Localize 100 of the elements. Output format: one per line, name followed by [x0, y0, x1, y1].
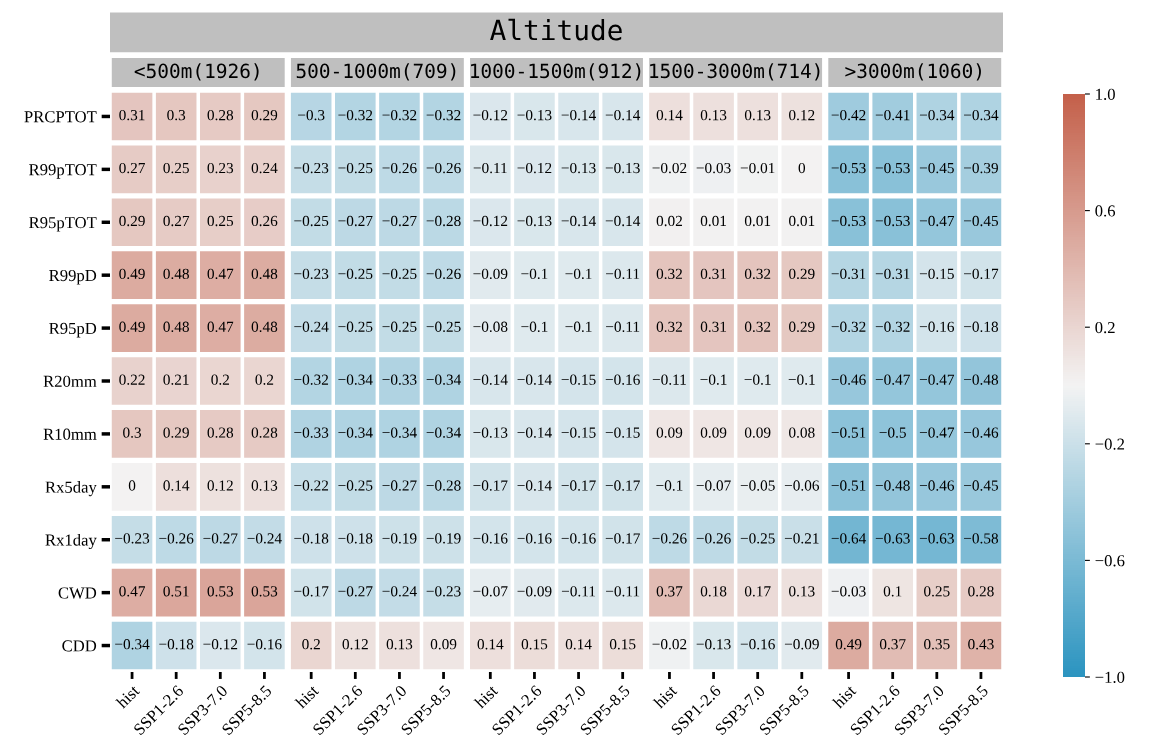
data-label: −0.14: [473, 374, 508, 385]
data-label: 0.12: [207, 480, 233, 491]
data-label: −0.16: [561, 533, 596, 544]
data-label: −0.31: [875, 268, 910, 280]
data-label: 0.47: [119, 586, 145, 597]
data-label: −0.12: [473, 109, 508, 121]
data-label: −0.25: [740, 533, 775, 544]
data-label: 0.14: [163, 480, 190, 491]
data-label: −0.25: [294, 215, 329, 227]
data-label: −0.1: [565, 268, 592, 280]
data-label: −0.26: [426, 162, 461, 174]
data-label: −0.25: [382, 321, 417, 332]
data-label: −0.31: [831, 268, 866, 280]
data-label: 0.13: [251, 480, 278, 491]
y-tick-label: R95pD: [49, 322, 97, 338]
data-label: 0.29: [119, 215, 145, 227]
data-label: 0.01: [789, 215, 815, 227]
data-label: 0.53: [207, 586, 234, 597]
data-label: 0.49: [835, 639, 862, 650]
data-label: −0.01: [740, 162, 775, 174]
data-label: 0.14: [656, 109, 683, 121]
data-label: 0.1: [883, 586, 902, 597]
data-label: 0.28: [968, 586, 994, 597]
data-label: −0.26: [426, 268, 461, 280]
data-label: −0.24: [294, 321, 329, 332]
y-tick-label: CDD: [62, 640, 97, 652]
data-label: −0.33: [382, 374, 417, 385]
data-label: 0.02: [656, 215, 682, 227]
data-label: 0.21: [163, 374, 189, 385]
data-label: −0.17: [605, 533, 640, 544]
data-label: 0.14: [565, 639, 592, 650]
data-label: −0.02: [652, 162, 687, 174]
data-label: −0.3: [298, 109, 325, 121]
data-label: 0.3: [123, 427, 142, 438]
data-label: −0.45: [919, 162, 954, 174]
data-label: −0.51: [831, 427, 866, 438]
data-label: −0.32: [338, 109, 373, 121]
data-label: −0.27: [338, 215, 373, 227]
data-label: −0.25: [382, 268, 417, 280]
data-label: 0.13: [744, 109, 771, 121]
data-label: −0.13: [473, 427, 508, 438]
data-label: −0.11: [606, 586, 640, 597]
data-label: 0.25: [924, 586, 950, 597]
data-label: −0.34: [338, 374, 373, 385]
data-label: −0.11: [561, 586, 596, 597]
data-label: −0.17: [964, 268, 999, 280]
data-label: −0.13: [517, 215, 552, 227]
data-label: −0.17: [561, 480, 596, 491]
data-label: 0.48: [251, 321, 278, 332]
data-label: −0.26: [382, 162, 417, 174]
data-label: −0.27: [338, 586, 373, 597]
data-label: 0.47: [207, 321, 234, 332]
data-label: −0.09: [784, 639, 819, 650]
y-tick-label: R99pD: [49, 269, 97, 285]
data-label: 0.29: [789, 321, 815, 332]
data-label: 0.48: [163, 321, 189, 332]
y-tick-label: Rx1day: [45, 533, 97, 550]
data-label: −0.17: [605, 480, 640, 491]
data-label: 0.2: [211, 374, 230, 385]
data-label: 0.13: [700, 109, 727, 121]
data-label: 0.28: [207, 427, 234, 438]
data-label: 0.09: [744, 427, 771, 438]
data-label: −0.19: [426, 533, 461, 544]
data-label: −0.41: [875, 109, 910, 121]
data-label: 0.37: [879, 639, 906, 650]
data-label: −0.09: [517, 586, 552, 597]
data-label: −0.13: [696, 639, 731, 650]
data-label: −0.23: [294, 268, 329, 280]
data-label: 0.43: [968, 639, 994, 650]
data-label: 0.12: [342, 639, 368, 650]
text: 500-1000m(709): [296, 63, 456, 81]
data-label: −0.14: [561, 109, 596, 121]
data-label: 0.13: [386, 639, 413, 650]
data-label: −0.45: [964, 480, 999, 491]
text: 1500-3000m(714): [650, 63, 820, 81]
data-label: 0.23: [207, 162, 234, 174]
color-bar-label: 0.6: [1095, 205, 1116, 217]
data-label: −0.39: [964, 162, 998, 174]
data-label: 0.53: [251, 586, 278, 597]
data-label: −0.1: [656, 480, 683, 491]
data-label: −0.11: [606, 321, 640, 332]
text: 1000-1500m(912): [471, 63, 641, 81]
data-label: 0.27: [163, 215, 190, 227]
text: >3000m(1060): [845, 63, 981, 81]
data-label: 0.01: [700, 215, 727, 227]
data-label: −0.32: [294, 374, 329, 385]
data-label: −0.13: [517, 109, 552, 121]
data-label: 0.47: [207, 268, 234, 280]
data-label: −0.13: [605, 162, 640, 174]
data-label: −0.22: [294, 480, 329, 491]
data-label: 0.25: [207, 215, 234, 227]
data-label: −0.03: [831, 586, 866, 597]
data-label: 0.48: [251, 268, 278, 280]
data-label: −0.02: [652, 639, 687, 650]
data-label: 0.2: [302, 639, 320, 650]
data-label: −0.07: [473, 586, 508, 597]
data-label: −0.25: [338, 268, 373, 280]
data-label: −0.14: [517, 480, 552, 491]
data-label: −0.12: [203, 639, 238, 650]
data-label: 0.3: [167, 109, 186, 121]
